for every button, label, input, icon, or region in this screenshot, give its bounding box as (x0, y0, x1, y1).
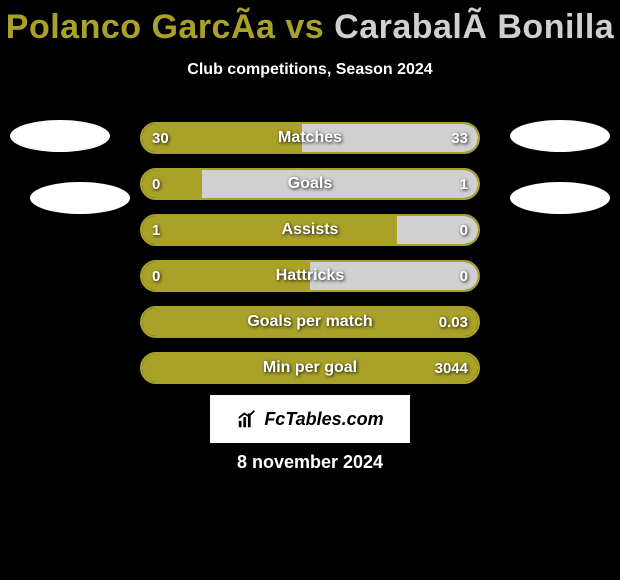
right-avatar-column (510, 120, 610, 214)
stat-fill-left (142, 262, 310, 290)
vs-separator: vs (275, 8, 334, 46)
stat-fill-left (142, 170, 202, 198)
player1-name: Polanco GarcÃ­a (6, 8, 276, 46)
stat-fill-right (302, 124, 478, 152)
avatar-placeholder (10, 120, 110, 152)
avatar-placeholder (510, 182, 610, 214)
stat-row: Goals01 (140, 168, 480, 200)
player2-name: CarabalÃ­ Bonilla (334, 8, 614, 46)
subtitle: Club competitions, Season 2024 (0, 61, 620, 79)
stat-row: Goals per match0.03 (140, 306, 480, 338)
stat-fill-right (202, 170, 478, 198)
stat-fill-left (142, 308, 478, 336)
stat-row: Min per goal3044 (140, 352, 480, 384)
stat-fill-left (142, 124, 302, 152)
chart-icon (236, 408, 258, 430)
page-title: Polanco GarcÃ­a vs CarabalÃ­ Bonilla (0, 0, 620, 47)
logo-text: FcTables.com (264, 409, 383, 430)
stat-fill-left (142, 354, 478, 382)
avatar-placeholder (510, 120, 610, 152)
stat-row: Matches3033 (140, 122, 480, 154)
left-avatar-column (10, 120, 130, 214)
stats-comparison: Matches3033 Goals01 Assists10 Hattricks00 Go… (140, 122, 480, 384)
stat-fill-right (397, 216, 478, 244)
stat-fill-left (142, 216, 397, 244)
logo-badge: FcTables.com (210, 395, 410, 443)
avatar-placeholder (30, 182, 130, 214)
stat-row: Assists10 (140, 214, 480, 246)
date-label: 8 november 2024 (0, 452, 620, 473)
stat-fill-right (310, 262, 478, 290)
stat-row: Hattricks00 (140, 260, 480, 292)
